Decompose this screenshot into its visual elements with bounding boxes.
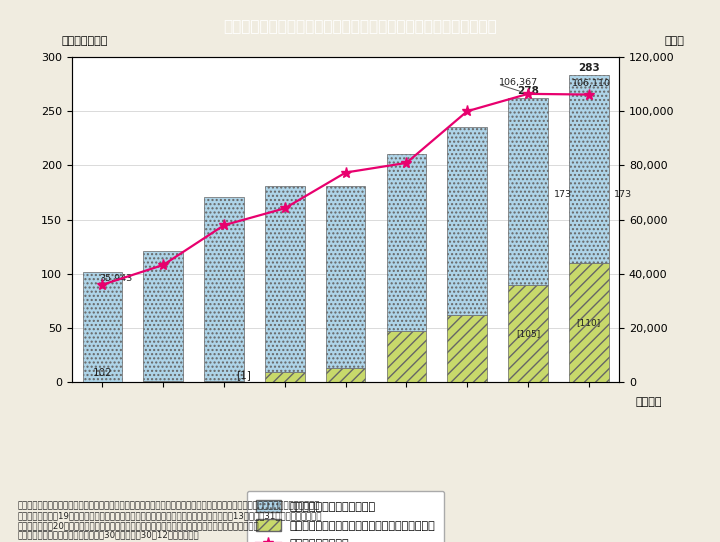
Bar (508, 285, 548, 382)
Text: （センター数）: （センター数） (61, 36, 107, 46)
Text: 173: 173 (554, 190, 572, 199)
Text: （件）: （件） (665, 36, 685, 46)
Bar (447, 127, 487, 315)
Bar (204, 197, 244, 381)
Bar (265, 372, 305, 382)
Bar (204, 381, 244, 382)
Text: 283: 283 (578, 63, 600, 73)
Text: 35,943: 35,943 (99, 274, 132, 282)
Bar (569, 75, 608, 263)
Bar (569, 263, 608, 382)
Text: ３．各年度末現在の値。平成30年度は平成30年12月現在の値。: ３．各年度末現在の値。平成30年度は平成30年12月現在の値。 (18, 531, 199, 540)
Text: 173: 173 (614, 190, 632, 199)
Bar (326, 368, 365, 382)
Bar (326, 186, 365, 368)
Text: 278: 278 (517, 86, 539, 96)
Text: Ｉ－６－５図　配偶者暴力相談支援センター数及び相談件数の推移: Ｉ－６－５図 配偶者暴力相談支援センター数及び相談件数の推移 (223, 19, 497, 34)
Bar (387, 154, 426, 331)
Bar (83, 272, 122, 382)
Text: [105]: [105] (516, 329, 540, 338)
Text: 成20年１月から市町村における配偶者暴力相談支援センターの設置が努力義務となった。: 成20年１月から市町村における配偶者暴力相談支援センターの設置が努力義務となった… (18, 521, 260, 530)
Text: 106,110: 106,110 (572, 79, 611, 88)
Bar (265, 186, 305, 372)
Text: （備考）１．内閣府「配偶者暴力相談支援センターにおける配偶者からの暴力が関係する相談件数等の結果について」等より作成。: （備考）１．内閣府「配偶者暴力相談支援センターにおける配偶者からの暴力が関係する… (18, 501, 320, 511)
Legend: 配偶者暴力相談支援センター, 配偶者暴力相談支援センターのうち市町村設置数, 相談件数（右目盛）: 配偶者暴力相談支援センター, 配偶者暴力相談支援センターのうち市町村設置数, 相… (247, 491, 444, 542)
Bar (143, 381, 183, 382)
Bar (447, 315, 487, 382)
Text: 106,367: 106,367 (499, 78, 539, 87)
Bar (508, 98, 548, 285)
Text: [1]: [1] (236, 370, 251, 380)
Text: 102: 102 (93, 368, 112, 378)
Text: （年度）: （年度） (635, 397, 662, 407)
Bar (387, 331, 426, 382)
Text: ２．平成19年７月に，配偶者から暴力の防止及び被害者の保護に関する法律（平成13年法律第31号）が改正され，平: ２．平成19年７月に，配偶者から暴力の防止及び被害者の保護に関する法律（平成13… (18, 511, 323, 520)
Bar (143, 251, 183, 381)
Text: [110]: [110] (577, 318, 601, 327)
